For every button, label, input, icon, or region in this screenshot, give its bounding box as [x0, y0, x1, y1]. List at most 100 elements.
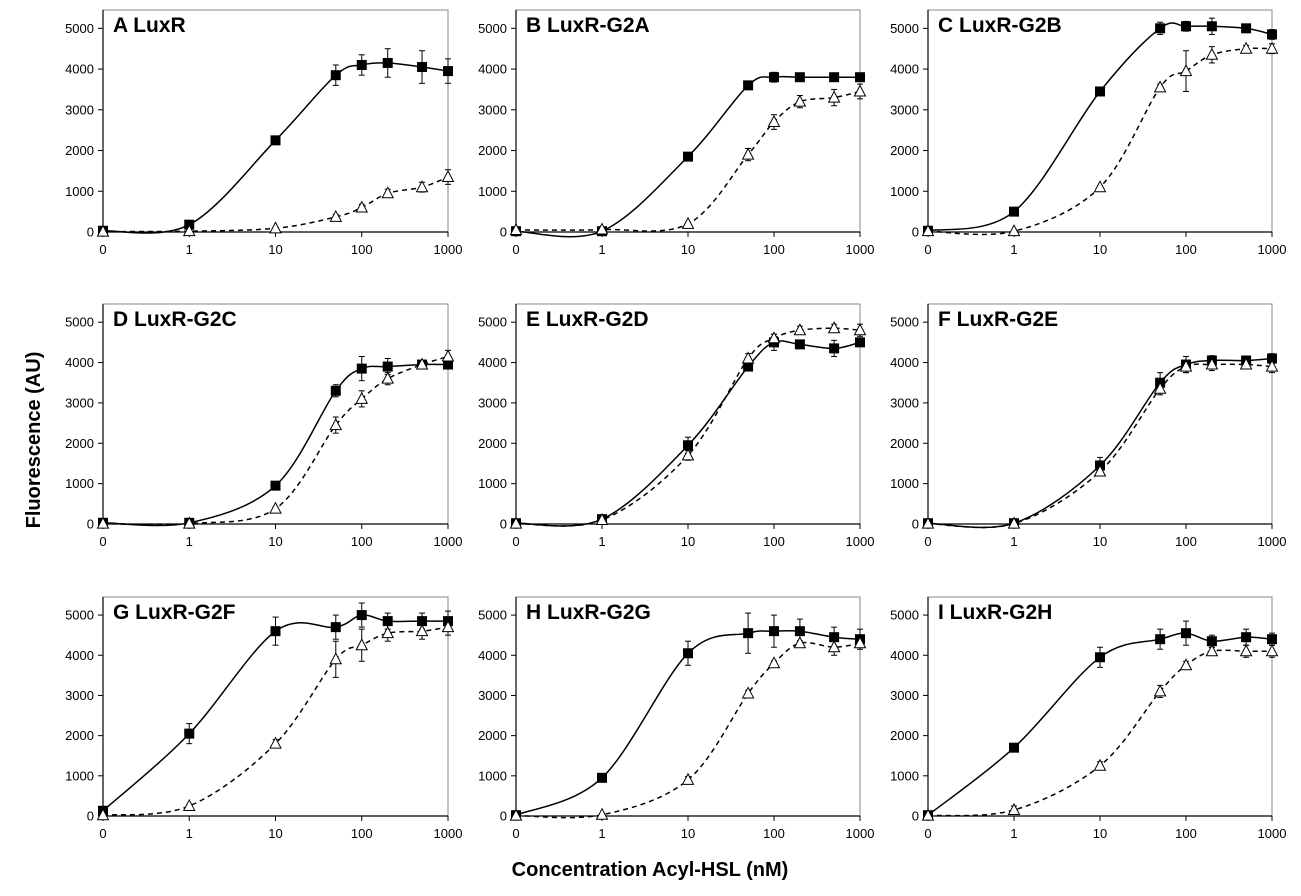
triangle-marker	[381, 626, 395, 639]
triangle-marker	[767, 656, 781, 669]
plot-frame	[515, 303, 861, 525]
x-tick-label: 1000	[1258, 242, 1287, 257]
y-tick-label: 2000	[65, 728, 94, 743]
x-tick-label: 1000	[434, 826, 463, 841]
triangle-marker	[1265, 644, 1279, 657]
triangle-marker	[182, 224, 196, 237]
triangle-marker	[509, 222, 523, 235]
y-tick-label: 4000	[890, 648, 919, 663]
triangle-marker	[1179, 359, 1193, 372]
triangle-marker	[1205, 357, 1219, 370]
triangle-marker	[329, 209, 343, 222]
square-marker	[829, 632, 840, 643]
triangle-marker	[1179, 64, 1193, 77]
square-marker	[1206, 21, 1217, 32]
triangle-marker	[1179, 658, 1193, 671]
y-tick-label: 2000	[478, 436, 507, 451]
square-marker	[1009, 206, 1019, 217]
square-marker	[330, 622, 341, 633]
y-tick-label: 3000	[478, 395, 507, 410]
y-tick-label: 2000	[890, 436, 919, 451]
y-tick-label: 2000	[478, 728, 507, 743]
x-tick-label: 0	[512, 242, 519, 257]
square-marker	[1095, 86, 1105, 97]
panel-title: B LuxR-G2A	[526, 14, 650, 37]
x-tick-label: 100	[351, 242, 373, 257]
x-tick-label: 100	[1175, 534, 1197, 549]
x-tick-label: 1	[598, 826, 605, 841]
triangle-marker	[681, 772, 695, 785]
x-tick-label: 1	[598, 534, 605, 549]
y-tick-label: 5000	[478, 21, 507, 36]
y-tick-label: 3000	[65, 102, 94, 117]
triangle-marker	[853, 84, 867, 97]
triangle-marker	[96, 224, 110, 237]
x-tick-label: 100	[763, 242, 785, 257]
triangle-marker	[767, 114, 781, 128]
square-marker	[829, 72, 840, 83]
y-tick-label: 3000	[478, 688, 507, 703]
x-tick-label: 1000	[1258, 534, 1287, 549]
solid-series-line	[927, 22, 1273, 232]
square-marker	[270, 135, 281, 146]
triangle-marker	[853, 636, 867, 649]
y-tick-label: 1000	[478, 184, 507, 199]
panel-title: F LuxR-G2E	[938, 308, 1058, 331]
y-tick-label: 0	[912, 809, 919, 824]
dashed-series-line	[927, 649, 1272, 817]
triangle-marker	[921, 808, 935, 821]
y-tick-label: 5000	[65, 21, 94, 36]
triangle-marker	[793, 636, 807, 649]
solid-series-line	[102, 363, 449, 527]
triangle-marker	[741, 686, 755, 699]
square-marker	[270, 480, 281, 491]
square-marker	[443, 66, 453, 77]
triangle-marker	[441, 349, 455, 362]
triangle-marker	[1239, 41, 1253, 54]
y-tick-label: 0	[500, 517, 507, 532]
y-tick-label: 0	[912, 225, 919, 240]
triangle-marker	[1265, 359, 1279, 372]
y-tick-label: 1000	[65, 768, 94, 783]
y-tick-label: 1000	[478, 476, 507, 491]
y-tick-label: 1000	[65, 184, 94, 199]
triangle-marker	[269, 501, 282, 514]
triangle-marker	[1153, 381, 1167, 394]
y-tick-label: 5000	[65, 608, 94, 623]
triangle-marker	[741, 147, 755, 160]
x-tick-label: 0	[512, 826, 519, 841]
y-tick-label: 2000	[65, 436, 94, 451]
x-tick-label: 1	[1010, 242, 1017, 257]
triangle-marker	[96, 808, 110, 821]
square-marker	[1241, 23, 1252, 34]
square-marker	[1267, 29, 1277, 40]
x-tick-label: 1	[598, 242, 605, 257]
triangle-marker	[182, 516, 196, 529]
chart-panel-d: 0 1000 2000 3000 4000 5000 0 1 10 100 1000 D LuxR-G…	[65, 303, 462, 549]
x-tick-label: 10	[1093, 826, 1107, 841]
y-tick-label: 0	[500, 809, 507, 824]
triangle-marker	[1205, 47, 1219, 60]
y-tick-label: 3000	[890, 688, 919, 703]
triangle-marker	[329, 418, 343, 431]
triangle-marker	[1205, 644, 1219, 657]
triangle-marker	[1239, 357, 1253, 370]
square-marker	[1267, 353, 1277, 364]
panel-title: I LuxR-G2H	[938, 601, 1052, 624]
chart-panel-e: 0 1000 2000 3000 4000 5000 0 1 10 100 1000 E LuxR-G…	[478, 303, 874, 549]
solid-series-line	[927, 357, 1273, 529]
square-marker	[356, 363, 367, 374]
x-tick-label: 1	[1010, 826, 1017, 841]
x-tick-label: 0	[924, 826, 931, 841]
triangle-marker	[381, 186, 395, 199]
triangle-marker	[96, 516, 110, 529]
triangle-marker	[1153, 684, 1167, 697]
panel-title: G LuxR-G2F	[113, 601, 236, 624]
y-tick-label: 1000	[478, 768, 507, 783]
x-tick-label: 1000	[1258, 826, 1287, 841]
plot-frame	[102, 303, 449, 525]
triangle-marker	[827, 321, 841, 334]
square-marker	[184, 728, 195, 739]
square-marker	[683, 151, 693, 162]
y-tick-label: 5000	[890, 315, 919, 330]
